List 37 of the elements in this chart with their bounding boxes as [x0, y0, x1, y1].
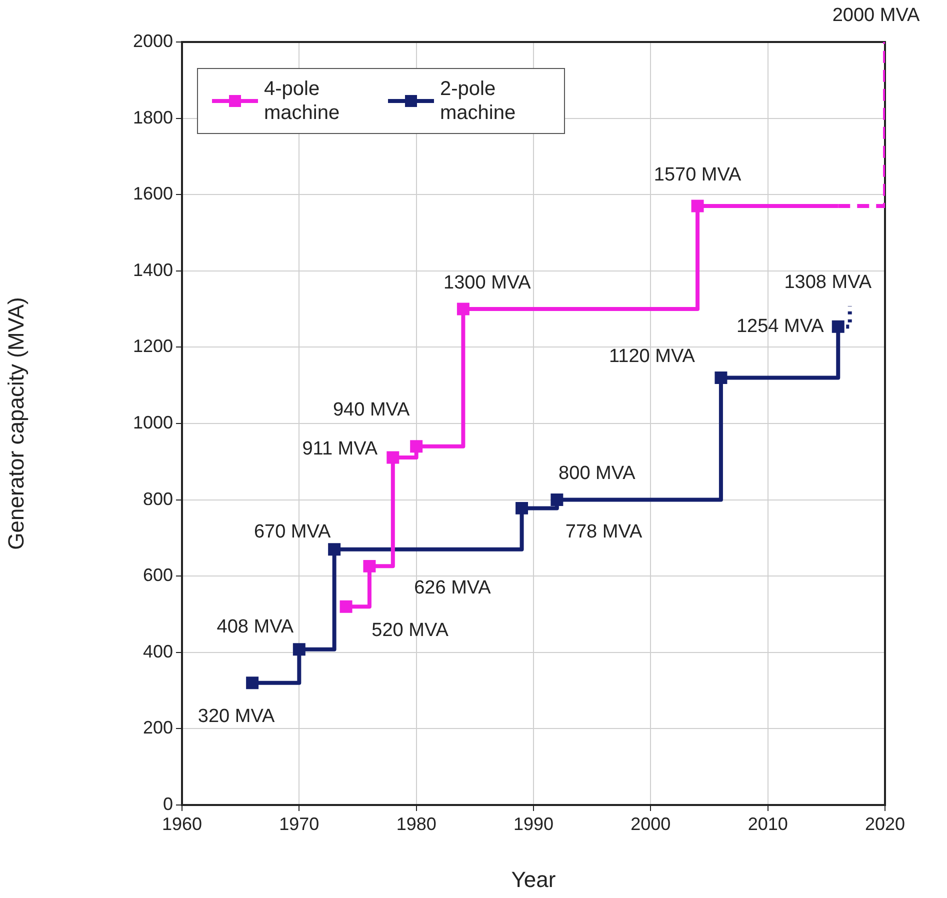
y-tick-label: 2000: [132, 30, 173, 51]
annotation: 2000 MVA: [832, 5, 920, 26]
annotation: 940 MVA: [332, 400, 410, 421]
y-tick-label: 0: [162, 794, 173, 814]
x-tick-label: 2000: [630, 814, 671, 834]
annotation: 1308 MVA: [784, 272, 872, 294]
annotation: 1300 MVA: [444, 272, 532, 294]
y-tick-label: 400: [142, 641, 173, 662]
y-tick-label: 1200: [132, 336, 173, 356]
y-tick-label: 1600: [132, 184, 173, 204]
x-tick-label: 1970: [279, 814, 320, 834]
annotation: 626 MVA: [414, 577, 492, 598]
y-tick-label: 200: [142, 718, 173, 738]
annotation: 1254 MVA: [736, 316, 824, 337]
annotation: 800 MVA: [558, 463, 636, 484]
y-tick-label: 1800: [132, 107, 173, 128]
annotation: 408 MVA: [216, 616, 294, 638]
x-axis-title: Year: [511, 866, 556, 892]
x-tick-label: 1960: [162, 814, 202, 834]
y-tick-label: 1000: [132, 412, 173, 432]
x-tick-label: 1990: [513, 814, 554, 834]
y-tick-label: 1400: [132, 260, 173, 280]
annotation: 1120 MVA: [609, 346, 696, 367]
annotation: 320 MVA: [198, 706, 275, 728]
annotation: 911 MVA: [302, 438, 378, 460]
legend-label: 4-pole machine: [264, 77, 341, 125]
x-tick-label: 2020: [864, 814, 906, 834]
annotation: 670 MVA: [254, 522, 332, 543]
annotation: 520 MVA: [372, 620, 449, 641]
y-tick-label: 600: [142, 565, 173, 586]
x-tick-label: 2010: [748, 814, 788, 834]
legend-label: 2-pole machine: [440, 77, 517, 125]
annotation: 778 MVA: [565, 521, 642, 542]
annotation: 1570 MVA: [654, 164, 742, 186]
x-tick-label: 1980: [396, 814, 436, 834]
y-tick-label: 800: [142, 488, 173, 509]
y-axis-title: Generator capacity (MVA): [3, 297, 28, 550]
